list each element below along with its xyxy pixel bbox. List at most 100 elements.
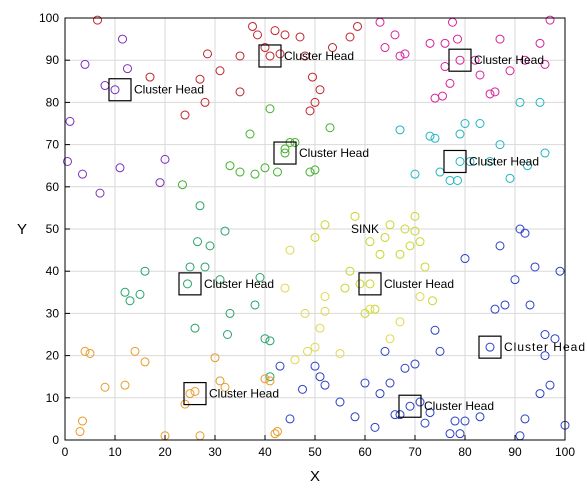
data-point bbox=[308, 72, 317, 82]
data-point bbox=[260, 43, 270, 53]
data-point bbox=[435, 346, 445, 356]
data-point bbox=[380, 346, 390, 356]
x-tick-label: 20 bbox=[158, 445, 172, 459]
data-point bbox=[183, 279, 192, 289]
data-point bbox=[370, 422, 380, 432]
y-tick-label: 10 bbox=[46, 391, 60, 405]
data-point bbox=[453, 175, 462, 185]
data-point bbox=[455, 429, 465, 439]
data-point bbox=[190, 323, 200, 333]
data-point bbox=[540, 59, 550, 69]
y-tick-label: 40 bbox=[46, 264, 60, 278]
data-point bbox=[215, 66, 225, 76]
data-point bbox=[315, 85, 325, 95]
data-point bbox=[405, 401, 415, 411]
cluster-head-label: Cluster Head bbox=[474, 53, 544, 67]
data-point bbox=[300, 308, 310, 318]
data-point bbox=[260, 374, 270, 384]
data-point bbox=[453, 34, 462, 44]
sink-annotation: SINK bbox=[351, 222, 379, 236]
cluster-head-label: Cluster Head bbox=[384, 277, 454, 291]
data-point bbox=[515, 97, 525, 107]
data-point bbox=[455, 156, 465, 166]
data-point bbox=[495, 241, 505, 251]
y-tick-label: 100 bbox=[39, 11, 59, 25]
data-point bbox=[145, 72, 155, 82]
data-point bbox=[265, 104, 275, 114]
data-point bbox=[280, 30, 290, 40]
data-point bbox=[298, 384, 307, 394]
data-point bbox=[273, 427, 282, 437]
data-point bbox=[248, 21, 257, 31]
data-point bbox=[475, 412, 485, 422]
data-point bbox=[448, 17, 457, 27]
data-point bbox=[435, 167, 445, 177]
data-point bbox=[220, 226, 230, 236]
data-point bbox=[195, 74, 205, 84]
data-point bbox=[425, 131, 435, 141]
data-point bbox=[535, 389, 545, 399]
data-point bbox=[110, 85, 120, 95]
y-tick-label: 0 bbox=[52, 433, 59, 447]
data-point bbox=[520, 414, 530, 424]
data-point bbox=[500, 300, 510, 310]
data-point bbox=[190, 386, 200, 396]
x-tick-label: 100 bbox=[555, 445, 575, 459]
x-tick-label: 50 bbox=[308, 445, 322, 459]
data-point bbox=[253, 30, 262, 40]
data-point bbox=[325, 123, 335, 133]
data-point bbox=[455, 129, 465, 139]
data-point bbox=[385, 378, 395, 388]
gridlines bbox=[64, 17, 566, 441]
data-point bbox=[350, 211, 360, 221]
data-point bbox=[520, 228, 530, 238]
data-point bbox=[495, 140, 505, 150]
data-point bbox=[225, 308, 235, 318]
data-point bbox=[210, 353, 220, 363]
data-points bbox=[63, 15, 570, 441]
data-point bbox=[140, 357, 150, 367]
data-point bbox=[78, 169, 87, 179]
y-axis-label: Y bbox=[17, 221, 27, 238]
y-tick-label: 70 bbox=[46, 138, 60, 152]
x-tick-label: 60 bbox=[358, 445, 372, 459]
x-tick-label: 30 bbox=[208, 445, 222, 459]
data-point bbox=[305, 106, 315, 116]
data-point bbox=[235, 51, 245, 61]
data-point bbox=[525, 300, 535, 310]
cluster-head-label: Cluster Head bbox=[299, 146, 369, 160]
data-point bbox=[340, 283, 350, 293]
data-point bbox=[303, 346, 312, 356]
data-point bbox=[495, 34, 505, 44]
data-point bbox=[250, 169, 260, 179]
data-point bbox=[265, 376, 275, 386]
data-point bbox=[550, 334, 560, 344]
cluster-head-marker bbox=[183, 381, 207, 406]
data-point bbox=[320, 306, 330, 316]
data-point bbox=[63, 156, 72, 166]
data-point bbox=[545, 380, 555, 390]
data-point bbox=[100, 382, 110, 392]
cluster-head-marker bbox=[398, 394, 422, 418]
data-point bbox=[440, 62, 450, 72]
cluster-head-label: Cluster Head bbox=[284, 49, 354, 63]
x-tick-label: 0 bbox=[62, 445, 69, 459]
data-point bbox=[475, 70, 485, 80]
data-point bbox=[545, 15, 555, 25]
data-point bbox=[315, 323, 325, 333]
cluster-head-label: Cluster Head bbox=[469, 154, 539, 168]
data-point bbox=[223, 330, 232, 339]
x-tick-label: 70 bbox=[408, 445, 422, 459]
data-point bbox=[85, 348, 95, 358]
x-axis-label: X bbox=[310, 468, 320, 485]
cluster-head-label: Cluster Head bbox=[134, 83, 204, 97]
data-point bbox=[438, 91, 447, 101]
data-point bbox=[515, 431, 525, 441]
data-point bbox=[490, 304, 500, 314]
data-point bbox=[485, 89, 495, 99]
data-point bbox=[310, 232, 320, 242]
data-point bbox=[445, 429, 455, 439]
data-point bbox=[510, 275, 520, 285]
data-point bbox=[220, 382, 230, 392]
data-point bbox=[360, 378, 370, 388]
